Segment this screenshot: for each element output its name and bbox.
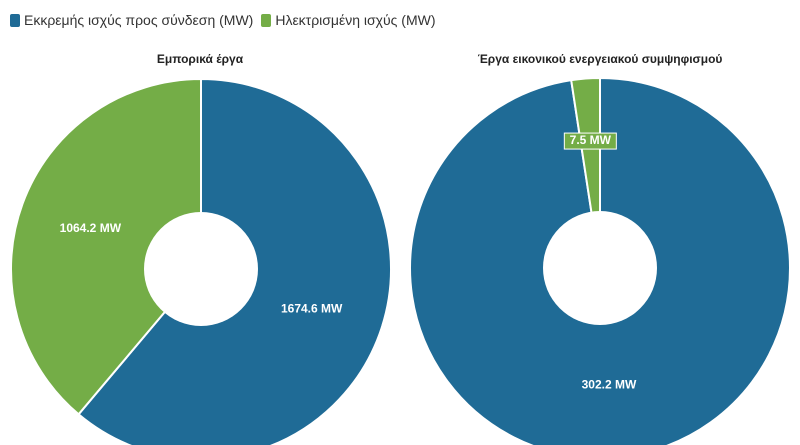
legend-label-pending: Εκκρεμής ισχύς προς σύνδεση (MW) [24,12,254,28]
legend-item-electrified[interactable]: Ηλεκτρισμένη ισχύς (MW) [261,12,436,28]
chart-legend: Εκκρεμής ισχύς προς σύνδεση (MW) Ηλεκτρι… [10,12,444,28]
donut-chart-virtual-net-metering: 302.2 MW 7.5 MW [409,77,791,445]
legend-swatch-electrified [261,13,272,27]
slice-label-virtual-net-metering-electrified: 7.5 MW [563,132,617,150]
chart-title-virtual-net-metering: Έργα εικονικού ενεργειακού συμψηφισμού [477,52,723,66]
legend-label-electrified: Ηλεκτρισμένη ισχύς (MW) [275,12,436,28]
chart-title-commercial: Εμπορικά έργα [156,52,244,66]
slice-label-commercial-electrified: 1064.2 MW [60,221,122,235]
donut-chart-commercial: 1674.6 MW 1064.2 MW [10,78,392,445]
slice-label-virtual-net-metering-pending: 302.2 MW [582,378,637,392]
svg-text:1064.2 MW: 1064.2 MW [60,221,122,235]
donut-hole-virtual-net-metering [543,211,657,325]
slice-label-commercial-pending: 1674.6 MW [281,302,343,316]
donut-hole-commercial [144,212,258,326]
donut-slice-commercial-electrified[interactable] [10,78,202,416]
legend-swatch-pending [10,13,20,27]
legend-item-pending[interactable]: Εκκρεμής ισχύς προς σύνδεση (MW) [10,12,253,28]
svg-text:7.5 MW: 7.5 MW [570,133,612,147]
svg-text:1674.6 MW: 1674.6 MW [281,302,343,316]
svg-text:302.2 MW: 302.2 MW [582,378,637,392]
